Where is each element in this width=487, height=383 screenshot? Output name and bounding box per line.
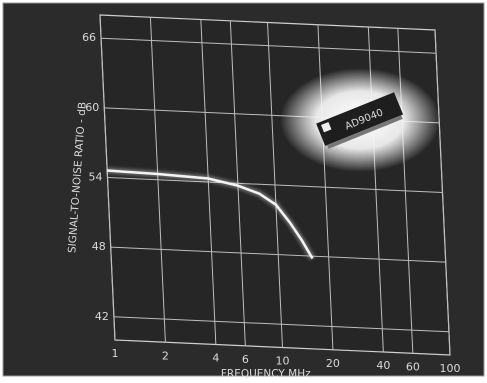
x-tick-label: 60 <box>406 360 420 373</box>
y-tick-label: 54 <box>89 171 103 184</box>
x-tick-label: 1 <box>112 347 119 360</box>
x-tick-label: 20 <box>326 357 340 370</box>
grid-line <box>434 29 451 356</box>
grid-line <box>200 19 217 345</box>
line <box>107 169 314 260</box>
grid-line <box>149 17 166 343</box>
chip-pins <box>327 115 403 149</box>
y-tick-label: 42 <box>95 310 109 323</box>
x-tick-label: 100 <box>440 362 461 375</box>
grid-line <box>267 22 283 348</box>
chip: AD9040 <box>280 68 440 172</box>
x-tick-label: 6 <box>242 353 249 366</box>
chip-body <box>316 92 404 146</box>
x-tick-label: 4 <box>212 352 219 365</box>
y-tick-label: 60 <box>85 101 99 114</box>
x-tick-label: 10 <box>276 355 290 368</box>
x-axis-title: FREQUENCY MHz <box>221 368 311 379</box>
chip-logo <box>321 121 332 133</box>
y-tick-label: 66 <box>82 31 96 44</box>
x-tick-label: 40 <box>376 359 390 372</box>
grid-line <box>99 14 116 341</box>
x-tick-label: 2 <box>162 349 169 362</box>
y-tick-label: 48 <box>92 240 106 253</box>
